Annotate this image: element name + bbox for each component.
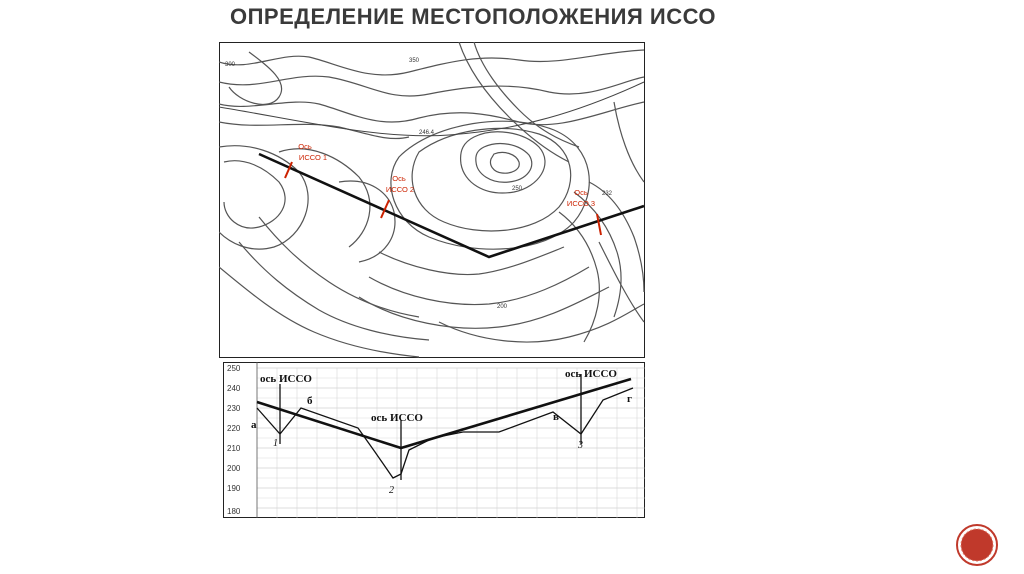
axis-label-issp3-line2: ИССО 3	[567, 199, 595, 208]
structure-number: 3	[577, 440, 583, 451]
y-tick-label: 220	[227, 424, 241, 433]
point-label-g: г	[627, 393, 632, 405]
profile-axis-annotation: ось ИССО	[371, 412, 423, 424]
y-tick-label: 250	[227, 364, 241, 373]
axis-label-issp1-line2: ИССО 1	[299, 153, 327, 162]
axis-label-issp2-line1: Ось	[392, 174, 406, 183]
contour-label: 246.4	[419, 130, 435, 136]
axis-label-issp1-line1: Ось	[298, 142, 312, 151]
contour-label: 300	[225, 62, 236, 68]
longitudinal-profile: 250 240 230 220 210 200 190 180 ось ИССО…	[223, 362, 645, 518]
y-tick-label: 210	[227, 444, 241, 453]
contour-label: 232	[602, 191, 613, 197]
y-tick-label: 190	[227, 484, 241, 493]
axis-label-issp3-line1: Ось	[574, 188, 588, 197]
profile-axis-annotation: ось ИССО	[260, 373, 312, 385]
topographic-map: 300 350 246.4 250 232 200 Ось ИССО 1 Ось…	[219, 42, 645, 358]
point-label-a: а	[251, 419, 257, 431]
slide-title: ОПРЕДЕЛЕНИЕ МЕСТОПОЛОЖЕНИЯ ИССО	[230, 4, 717, 29]
structure-number: 2	[389, 485, 394, 496]
contour-label: 250	[512, 186, 523, 192]
point-label-v: в	[553, 411, 559, 423]
point-label-b: б	[307, 395, 313, 407]
contour-label: 200	[497, 304, 508, 310]
y-tick-label: 180	[227, 507, 241, 516]
axis-label-issp2-line2: ИССО 2	[386, 185, 414, 194]
circle-nav-icon[interactable]	[955, 523, 999, 567]
structure-number: 1	[273, 438, 278, 449]
y-tick-label: 240	[227, 384, 241, 393]
y-tick-label: 200	[227, 464, 241, 473]
contour-label: 350	[409, 58, 420, 64]
profile-axis-annotation: ось ИССО	[565, 368, 617, 380]
y-tick-label: 230	[227, 404, 241, 413]
